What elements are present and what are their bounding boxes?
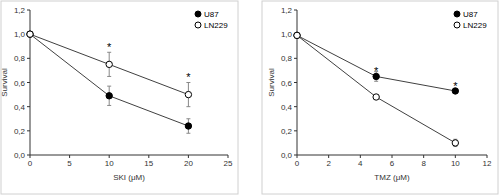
x-tick — [228, 155, 229, 158]
y-tick-label: 1,0 — [14, 30, 26, 39]
legend-label: LN229 — [463, 21, 487, 30]
x-tick-label: 0 — [295, 159, 300, 168]
panel-border — [262, 1, 498, 194]
chart-panel: 0 2 4 6 8 10 12 0,0 0,2 0,4 0,6 0,8 1,0 1,2 TMZ (μM) Su… — [262, 1, 498, 194]
legend-label: LN229 — [204, 21, 228, 30]
x-tick — [188, 155, 189, 158]
data-point — [373, 94, 379, 100]
series-line — [30, 34, 188, 94]
x-tick-label: 2 — [326, 159, 331, 168]
y-tick — [27, 82, 30, 83]
y-tick-label: 0,4 — [281, 103, 293, 112]
chart-panel: 0 5 10 15 20 25 0,0 0,2 0,4 0,6 0,8 1,0 1,2 SKI (μM) S… — [0, 1, 238, 194]
y-tick-label: 0,2 — [14, 127, 26, 136]
data-point — [106, 61, 112, 67]
legend-label: U87 — [463, 10, 478, 19]
legend: U87 LN229 — [195, 10, 228, 30]
x-tick — [148, 155, 149, 158]
series-line — [30, 34, 188, 126]
x-tick — [360, 155, 361, 158]
y-tick-label: 0,4 — [14, 103, 26, 112]
x-tick-label: 12 — [483, 159, 492, 168]
panel-border — [1, 1, 238, 194]
y-tick-label: 1,0 — [281, 30, 293, 39]
y-tick — [294, 58, 297, 59]
y-tick-label: 0,0 — [14, 151, 26, 160]
legend-label: U87 — [204, 10, 219, 19]
y-tick — [294, 10, 297, 11]
x-tick — [109, 155, 110, 158]
data-point — [106, 93, 112, 99]
x-tick-label: 0 — [28, 159, 33, 168]
annotation: * — [186, 71, 191, 83]
annotation: * — [107, 41, 112, 53]
x-tick-label: 10 — [451, 159, 460, 168]
x-tick-label: 15 — [144, 159, 153, 168]
y-tick-label: 0,6 — [14, 79, 26, 88]
y-tick — [27, 130, 30, 131]
y-tick — [294, 155, 297, 156]
x-tick — [392, 155, 393, 158]
y-tick-label: 0,8 — [281, 54, 293, 63]
data-point — [27, 31, 33, 37]
y-tick-label: 1,2 — [14, 6, 26, 15]
x-tick — [423, 155, 424, 158]
y-tick — [27, 106, 30, 107]
series-line — [297, 35, 455, 143]
y-tick-label: 1,2 — [281, 6, 293, 15]
figure: 05101520250,00,20,40,60,81,01,2SKI (μM)S… — [0, 0, 500, 196]
y-tick — [294, 130, 297, 131]
plot-area — [27, 31, 192, 133]
annotation: * — [453, 80, 458, 92]
data-point — [294, 32, 300, 38]
legend-marker — [195, 11, 201, 17]
legend-marker — [195, 22, 201, 28]
y-tick — [27, 58, 30, 59]
y-tick-label: 0,2 — [281, 127, 293, 136]
annotation: * — [374, 65, 379, 77]
y-tick — [27, 155, 30, 156]
x-tick-label: 4 — [358, 159, 363, 168]
x-tick — [328, 155, 329, 158]
y-tick — [27, 10, 30, 11]
y-tick-label: 0,6 — [281, 79, 293, 88]
x-axis-label: TMZ (μM) — [374, 173, 410, 182]
x-tick — [487, 155, 488, 158]
x-tick-label: 10 — [105, 159, 114, 168]
legend-marker — [454, 11, 460, 17]
series-line — [297, 35, 455, 91]
x-axis — [30, 155, 228, 156]
data-point — [185, 123, 191, 129]
x-tick — [455, 155, 456, 158]
x-tick-label: 25 — [224, 159, 233, 168]
data-point — [294, 32, 300, 38]
y-tick-label: 0,0 — [281, 151, 293, 160]
y-tick-label: 0,8 — [14, 54, 26, 63]
data-point — [185, 91, 191, 97]
data-point — [27, 31, 33, 37]
y-axis-label: Survival — [267, 68, 276, 97]
x-tick-label: 20 — [184, 159, 193, 168]
y-axis-label: Survival — [0, 68, 9, 97]
x-tick — [69, 155, 70, 158]
x-tick-label: 8 — [421, 159, 426, 168]
x-axis-label: SKI (μM) — [113, 173, 145, 182]
x-tick-label: 6 — [390, 159, 395, 168]
x-tick-label: 5 — [67, 159, 72, 168]
legend: U87 LN229 — [454, 10, 487, 30]
y-tick — [294, 106, 297, 107]
legend-marker — [454, 22, 460, 28]
y-tick — [294, 82, 297, 83]
plot-area — [294, 32, 459, 146]
data-point — [452, 140, 458, 146]
